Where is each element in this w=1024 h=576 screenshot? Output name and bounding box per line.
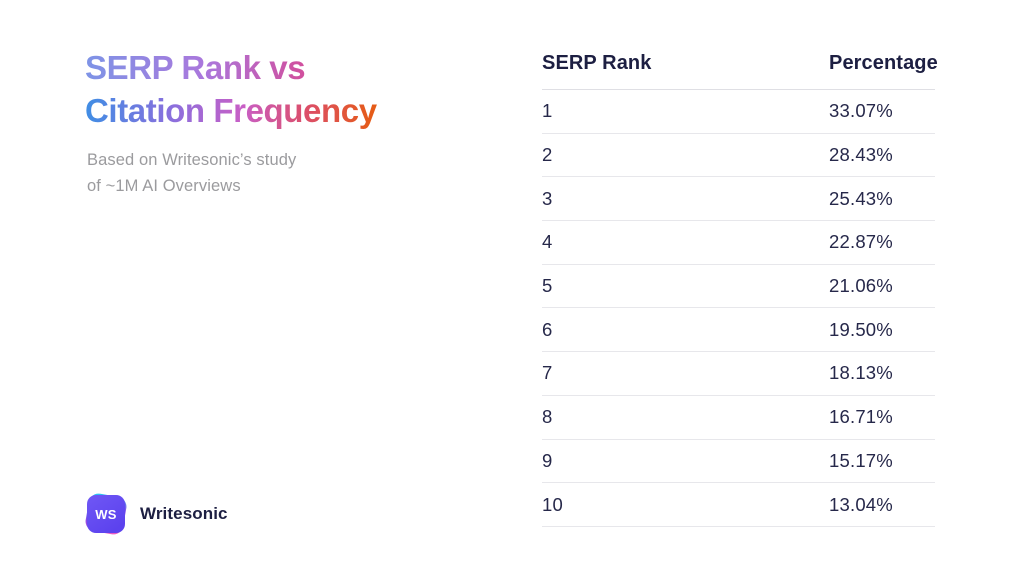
percentage-cell: 15.17% xyxy=(829,449,893,471)
table-row: 1 33.07% xyxy=(542,90,935,134)
serp-rank-cell: 10 xyxy=(542,493,563,515)
writesonic-logo-icon: WS xyxy=(83,491,129,537)
table-row: 9 15.17% xyxy=(542,440,935,484)
subtitle-line-1: Based on Writesonic’s study xyxy=(87,151,297,169)
percentage-cell: 21.06% xyxy=(829,275,893,297)
serp-rank-cell: 2 xyxy=(542,144,553,166)
percentage-cell: 18.13% xyxy=(829,362,893,384)
table-row: 5 21.06% xyxy=(542,265,935,309)
percentage-cell: 19.50% xyxy=(829,318,893,340)
serp-rank-cell: 1 xyxy=(542,100,553,122)
table-row: 4 22.87% xyxy=(542,221,935,265)
writesonic-logo: WS Writesonic xyxy=(83,491,228,537)
serp-rank-cell: 8 xyxy=(542,406,553,428)
percentage-cell: 22.87% xyxy=(829,231,893,253)
percentage-cell: 28.43% xyxy=(829,144,893,166)
serp-rank-cell: 9 xyxy=(542,449,553,471)
serp-rank-cell: 6 xyxy=(542,318,553,340)
serp-rank-cell: 3 xyxy=(542,187,553,209)
serp-rank-table: SERP Rank Percentage 1 33.07% 2 28.43% 3 25.4… xyxy=(542,52,938,527)
title-line-1: SERP Rank vs xyxy=(85,46,377,89)
table-row: 2 28.43% xyxy=(542,134,935,178)
percentage-cell: 13.04% xyxy=(829,493,893,515)
serp-rank-cell: 7 xyxy=(542,362,553,384)
table-row: 8 16.71% xyxy=(542,396,935,440)
percentage-cell: 16.71% xyxy=(829,406,893,428)
serp-rank-cell: 4 xyxy=(542,231,553,253)
table-row: 3 25.43% xyxy=(542,177,935,222)
table-header-serp-rank: SERP Rank xyxy=(542,52,652,74)
subtitle-line-2: of ~1M AI Overviews xyxy=(87,177,241,195)
table-header-row: SERP Rank Percentage xyxy=(542,52,938,90)
table-body: 1 33.07% 2 28.43% 3 25.43% 4 22.87% 5 21.06% 6 19.5… xyxy=(542,90,935,527)
title-line-2: Citation Frequency xyxy=(85,89,377,132)
table-row: 7 18.13% xyxy=(542,352,935,396)
table-header-percentage: Percentage xyxy=(829,52,938,74)
subtitle: Based on Writesonic’s study of ~1M AI Ov… xyxy=(87,147,296,199)
logo-wordmark: Writesonic xyxy=(140,504,228,523)
page-title: SERP Rank vs Citation Frequency xyxy=(85,46,377,132)
table-row: 6 19.50% xyxy=(542,308,935,353)
serp-rank-cell: 5 xyxy=(542,275,553,297)
logo-ws-monogram: WS xyxy=(87,495,125,533)
table-row: 10 13.04% xyxy=(542,483,935,527)
percentage-cell: 33.07% xyxy=(829,100,893,122)
percentage-cell: 25.43% xyxy=(829,187,893,209)
